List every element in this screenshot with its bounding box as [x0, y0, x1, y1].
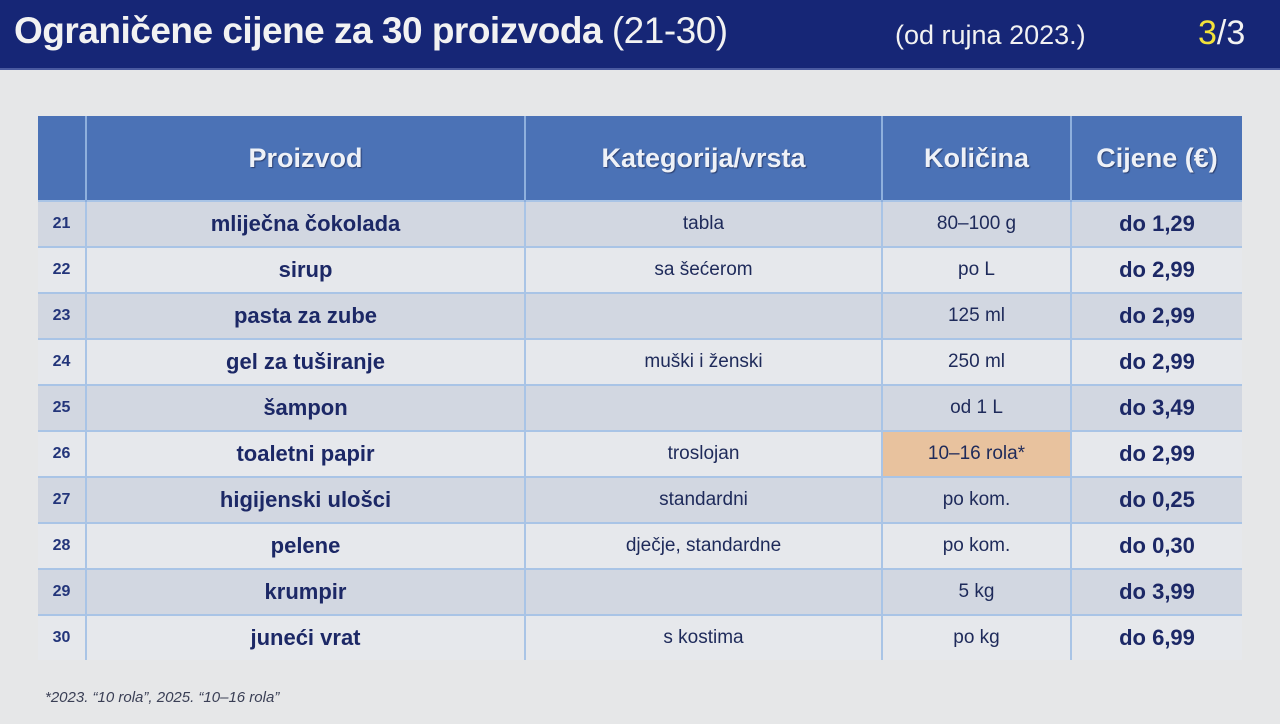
- cell-num: 29: [38, 568, 86, 615]
- cell-quantity: po L: [881, 246, 1071, 293]
- cell-price: do 2,99: [1070, 338, 1242, 385]
- cell-quantity: 125 ml: [881, 292, 1071, 339]
- cell-price: do 3,49: [1070, 384, 1242, 431]
- cell-quantity: 10–16 rola*: [881, 430, 1071, 477]
- cell-quantity: 5 kg: [881, 568, 1071, 615]
- header-price: Cijene (€): [1070, 116, 1242, 201]
- cell-category: tabla: [524, 200, 882, 247]
- table-row: 29 krumpir 5 kg do 3,99: [38, 568, 1242, 615]
- cell-num: 28: [38, 522, 86, 569]
- cell-num: 25: [38, 384, 86, 431]
- header-num: [38, 116, 86, 201]
- cell-quantity: od 1 L: [881, 384, 1071, 431]
- cell-category: [524, 568, 882, 615]
- header-quantity: Količina: [881, 116, 1071, 201]
- header-product: Proizvod: [85, 116, 525, 201]
- cell-num: 27: [38, 476, 86, 523]
- cell-product: krumpir: [85, 568, 525, 615]
- cell-product: šampon: [85, 384, 525, 431]
- cell-category: s kostima: [524, 614, 882, 660]
- cell-num: 23: [38, 292, 86, 339]
- page-current: 3: [1198, 14, 1217, 52]
- cell-product: juneći vrat: [85, 614, 525, 660]
- table-row: 24 gel za tuširanje muški i ženski 250 ml do…: [38, 338, 1242, 385]
- cell-product: gel za tuširanje: [85, 338, 525, 385]
- price-table: Proizvod Kategorija/vrsta Količina Cijen…: [38, 116, 1242, 660]
- cell-price: do 6,99: [1070, 614, 1242, 660]
- cell-category: standardni: [524, 476, 882, 523]
- title-bar: Ograničene cijene za 30 proizvoda (21-30…: [0, 0, 1280, 70]
- cell-product: pelene: [85, 522, 525, 569]
- table-row: 23 pasta za zube 125 ml do 2,99: [38, 292, 1242, 339]
- cell-price: do 0,30: [1070, 522, 1242, 569]
- cell-product: toaletni papir: [85, 430, 525, 477]
- page-total: /3: [1216, 14, 1246, 52]
- table-row: 27 higijenski ulošci standardni po kom. do 0…: [38, 476, 1242, 523]
- slide-title: Ograničene cijene za 30 proizvoda (21-30…: [14, 10, 728, 52]
- cell-product: higijenski ulošci: [85, 476, 525, 523]
- cell-num: 26: [38, 430, 86, 477]
- cell-product: pasta za zube: [85, 292, 525, 339]
- cell-category: muški i ženski: [524, 338, 882, 385]
- cell-num: 22: [38, 246, 86, 293]
- cell-price: do 2,99: [1070, 246, 1242, 293]
- cell-product: mliječna čokolada: [85, 200, 525, 247]
- cell-quantity: po kom.: [881, 476, 1071, 523]
- footnote: *2023. “10 rola”, 2025. “10–16 rola”: [45, 689, 280, 706]
- cell-num: 30: [38, 614, 86, 660]
- slide-subtitle: (od rujna 2023.): [895, 20, 1086, 50]
- table-row: 21 mliječna čokolada tabla 80–100 g do 1,29: [38, 200, 1242, 247]
- table-row: 26 toaletni papir troslojan 10–16 rola* do 2…: [38, 430, 1242, 477]
- cell-price: do 2,99: [1070, 430, 1242, 477]
- title-range: (21-30): [611, 10, 728, 51]
- cell-num: 21: [38, 200, 86, 247]
- table-row: 28 pelene dječje, standardne po kom. do 0,30: [38, 522, 1242, 569]
- header-row: Proizvod Kategorija/vrsta Količina Cijen…: [38, 116, 1242, 201]
- cell-product: sirup: [85, 246, 525, 293]
- cell-quantity: 250 ml: [881, 338, 1071, 385]
- header-category: Kategorija/vrsta: [524, 116, 882, 201]
- cell-price: do 0,25: [1070, 476, 1242, 523]
- cell-quantity: 80–100 g: [881, 200, 1071, 247]
- cell-category: [524, 384, 882, 431]
- cell-category: [524, 292, 882, 339]
- title-text: Ograničene cijene za 30 proizvoda: [14, 10, 603, 51]
- cell-quantity: po kom.: [881, 522, 1071, 569]
- cell-category: troslojan: [524, 430, 882, 477]
- page-indicator: 3/3: [1198, 14, 1245, 53]
- cell-price: do 3,99: [1070, 568, 1242, 615]
- cell-price: do 1,29: [1070, 200, 1242, 247]
- cell-num: 24: [38, 338, 86, 385]
- table-row: 30 juneći vrat s kostima po kg do 6,99: [38, 614, 1242, 660]
- cell-price: do 2,99: [1070, 292, 1242, 339]
- cell-category: dječje, standardne: [524, 522, 882, 569]
- cell-category: sa šećerom: [524, 246, 882, 293]
- cell-quantity: po kg: [881, 614, 1071, 660]
